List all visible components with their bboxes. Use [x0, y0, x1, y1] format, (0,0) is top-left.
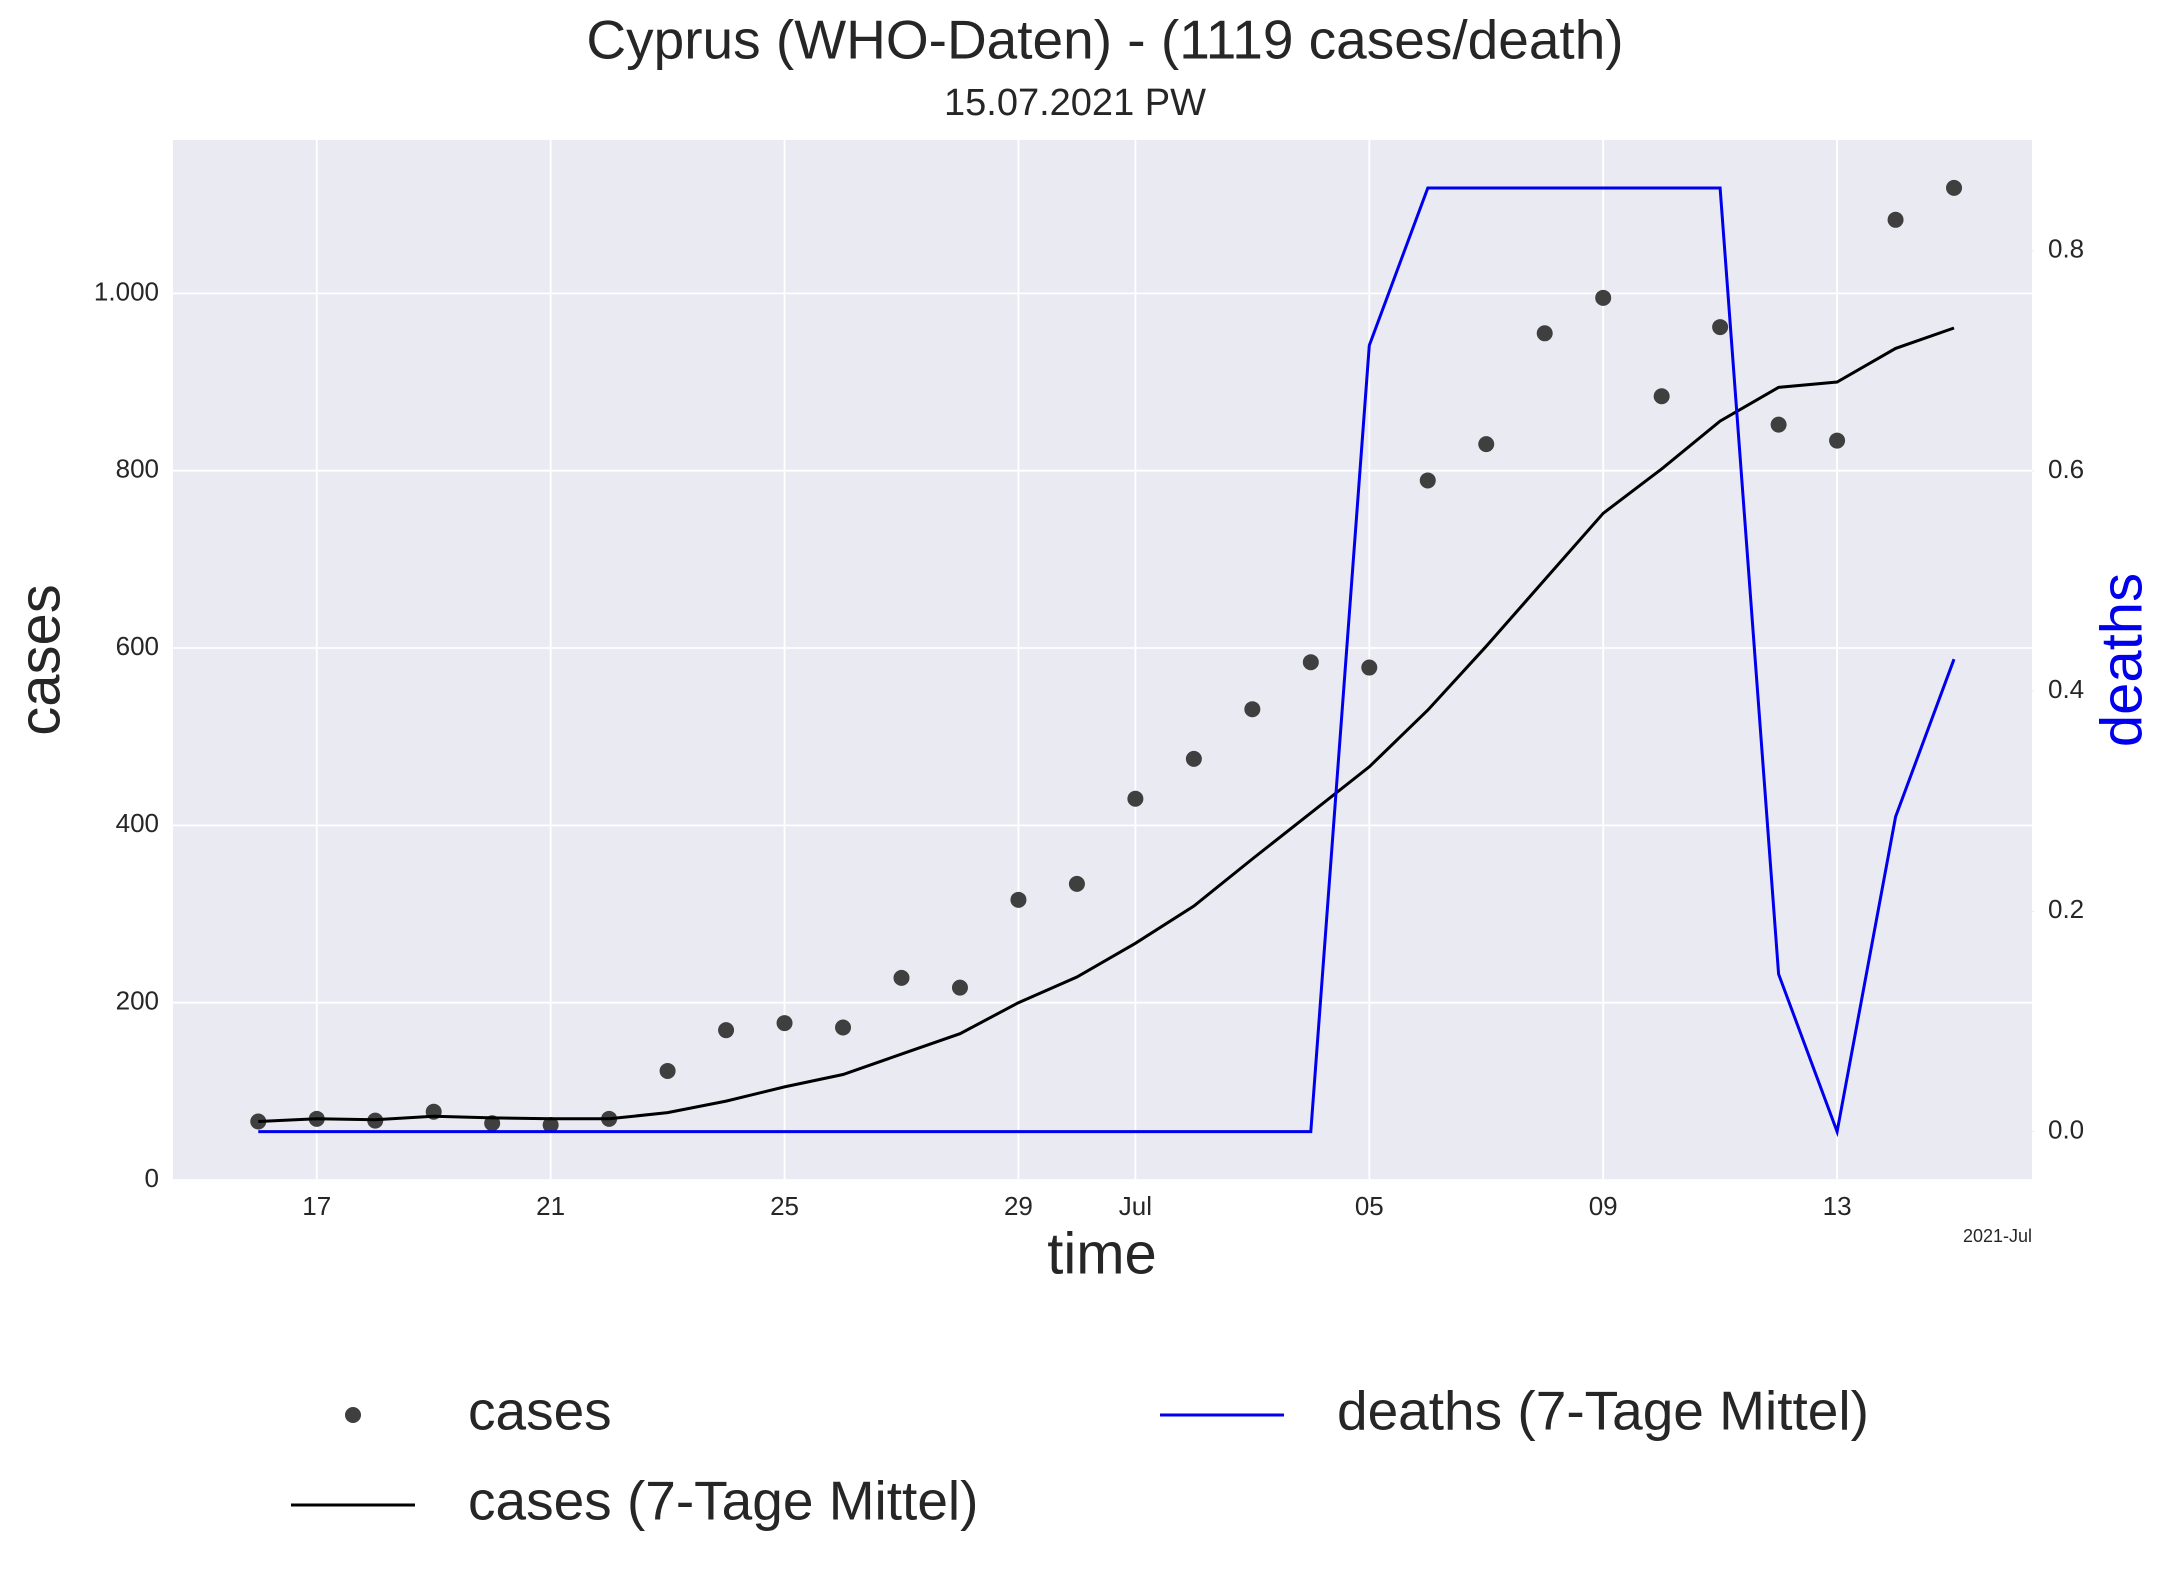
legend-marker: [345, 1407, 361, 1423]
chart-subtitle: 15.07.2021 PW: [944, 82, 1206, 124]
point: [776, 1015, 793, 1032]
point: [1887, 211, 1904, 228]
point: [1302, 654, 1319, 671]
point: [1244, 701, 1261, 718]
point: [250, 1113, 267, 1130]
y-axis-label: cases: [7, 584, 72, 736]
point: [718, 1022, 735, 1039]
x-tick-label: 25: [770, 1191, 799, 1221]
point: [835, 1019, 852, 1036]
y-tick-label: 0: [145, 1163, 159, 1193]
x-tick-label: 21: [536, 1191, 565, 1221]
y-tick-label: 600: [116, 631, 159, 661]
chart-title: Cyprus (WHO-Daten) - (1119 cases/death): [586, 9, 1623, 71]
line: [258, 186, 1956, 1138]
y2-tick-label: 0.0: [2048, 1114, 2084, 1144]
point: [1595, 289, 1612, 306]
point: [1770, 416, 1787, 433]
point: [1712, 319, 1729, 336]
y-tick-label: 200: [116, 986, 159, 1016]
plot-area: [173, 140, 2032, 1180]
point: [1185, 750, 1202, 767]
point: [1829, 432, 1846, 449]
line: [258, 326, 1955, 1123]
y2-tick-label: 0.2: [2048, 894, 2084, 924]
point: [659, 1062, 676, 1079]
legend-label: deaths (7-Tage Mittel): [1337, 1380, 1869, 1442]
y-tick-label: 400: [116, 808, 159, 838]
point: [1653, 388, 1670, 405]
point: [951, 979, 968, 996]
point: [1361, 659, 1378, 676]
x-axis-label: time: [1047, 1221, 1157, 1286]
y2-tick-label: 0.6: [2048, 454, 2084, 484]
point: [1419, 472, 1436, 489]
point: [893, 969, 910, 986]
point: [1946, 179, 1963, 196]
x-tick-label: 29: [1004, 1191, 1033, 1221]
point: [542, 1117, 559, 1134]
x-tick-label: 13: [1823, 1191, 1852, 1221]
y2-tick-label: 0.8: [2048, 234, 2084, 264]
x-tick-label: Jul: [1119, 1191, 1152, 1221]
legend-label: cases: [468, 1380, 612, 1442]
y-tick-label: 1.000: [94, 276, 159, 306]
x-offset-label: 2021-Jul: [1963, 1226, 2032, 1246]
point: [1068, 875, 1085, 892]
y2-axis-label: deaths: [2089, 573, 2154, 747]
y2-tick-label: 0.4: [2048, 674, 2084, 704]
legend-label: cases (7-Tage Mittel): [468, 1470, 978, 1532]
point: [1010, 891, 1027, 908]
x-tick-label: 05: [1355, 1191, 1384, 1221]
x-tick-label: 17: [302, 1191, 331, 1221]
point: [1127, 790, 1144, 807]
point: [1478, 436, 1495, 453]
x-tick-label: 09: [1589, 1191, 1618, 1221]
point: [1536, 325, 1553, 342]
y-tick-label: 800: [116, 454, 159, 484]
